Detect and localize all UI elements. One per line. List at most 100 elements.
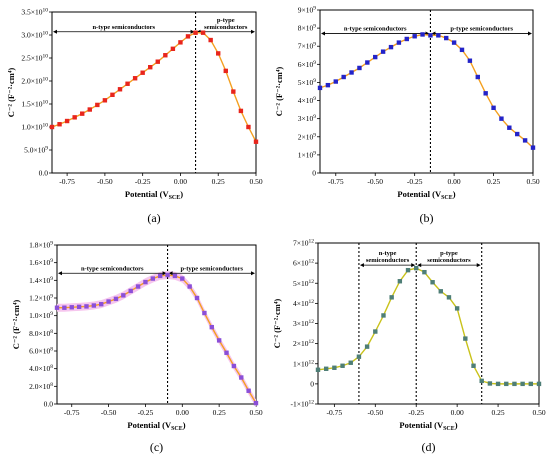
y-tick-mantissa: 6.0×10 xyxy=(29,347,50,356)
y-tick-exponent: 10 xyxy=(43,100,49,106)
y-tick-exponent: 9 xyxy=(313,24,316,30)
data-point xyxy=(515,131,520,137)
y-tick-label: 1.0×1010 xyxy=(21,123,48,132)
y-tick-exponent: 10 xyxy=(43,54,49,60)
data-point xyxy=(238,108,244,114)
series-line xyxy=(57,274,257,404)
y-tick-mantissa: 0.0 xyxy=(39,169,49,178)
x-tick-label: -0.25 xyxy=(408,408,424,417)
y-tick-mantissa: 2×10 xyxy=(298,132,314,141)
y-tick-mantissa: 6×10 xyxy=(293,259,309,268)
data-point xyxy=(422,269,427,275)
y-tick-label: 3.0×1010 xyxy=(21,31,48,40)
data-point xyxy=(495,381,501,387)
data-point xyxy=(57,122,62,127)
region-label: semiconductors xyxy=(366,257,410,264)
y-tick-exponent: 10 xyxy=(43,77,49,83)
data-point xyxy=(405,267,411,273)
data-point xyxy=(380,49,386,54)
data-point xyxy=(87,107,92,112)
data-point xyxy=(231,89,236,94)
x-axis-label-sub: SCE xyxy=(441,195,453,201)
data-point xyxy=(446,295,452,300)
region-label: p-type semiconductors xyxy=(450,26,513,33)
data-point xyxy=(483,91,488,96)
x-tick-label: -0.25 xyxy=(135,177,151,186)
chart-panel-c: -0.75 -0.50 -0.25 0.00 0.25 0.500.02.0×1084.0… xyxy=(11,241,263,433)
data-point xyxy=(528,381,534,387)
panel-label: (d) xyxy=(422,440,436,454)
y-tick-label: 2.0×108 xyxy=(29,382,53,391)
data-point xyxy=(202,310,207,316)
data-point xyxy=(364,344,370,349)
data-point xyxy=(536,381,542,387)
data-point xyxy=(140,70,145,75)
y-tick-label: 1×109 xyxy=(298,150,316,159)
data-point xyxy=(341,74,346,80)
chart-panel-d: -0.75 -0.50 -0.25 0.00 0.25 0.50-1×101201×101… xyxy=(272,239,546,433)
data-point xyxy=(454,306,460,311)
region-label: n-type semiconductors xyxy=(92,24,155,31)
series-line xyxy=(317,267,539,385)
y-tick-mantissa: 2×10 xyxy=(293,339,309,348)
y-tick-label: 8×109 xyxy=(298,24,316,33)
data-point xyxy=(135,284,141,289)
x-axis-label-sub: SCE xyxy=(169,195,181,201)
series-line xyxy=(319,33,534,149)
chart-panel-a: -0.75 -0.50 -0.25 0.00 0.25 0.50 0.0 5.0×109 1.0… xyxy=(6,8,263,202)
data-point xyxy=(246,124,251,130)
y-tick-mantissa: 5×10 xyxy=(293,279,309,288)
y-tick-label: 2.0×1010 xyxy=(21,77,48,86)
y-tick-exponent: 12 xyxy=(309,239,315,245)
region-arrow xyxy=(168,271,255,276)
data-point xyxy=(444,35,449,41)
data-point xyxy=(332,365,337,370)
data-point xyxy=(438,289,443,294)
data-point xyxy=(84,304,89,309)
x-axis-label: Potential (VSCE) xyxy=(127,420,185,432)
arrowhead-right xyxy=(251,271,255,276)
y-axis-label: C⁻² (F⁻²·cm⁴) xyxy=(6,68,16,118)
data-point xyxy=(404,36,409,42)
x-tick-label: 0.00 xyxy=(451,408,464,417)
data-point xyxy=(172,273,178,279)
data-point xyxy=(388,44,394,50)
data-point xyxy=(365,60,370,65)
panel-label: (b) xyxy=(420,211,434,225)
data-point xyxy=(373,54,378,60)
data-point xyxy=(253,400,259,406)
y-tick-mantissa: 8.0×10 xyxy=(29,329,50,338)
data-point xyxy=(80,111,85,116)
chart-panel-b: -0.75 -0.50 -0.25 0.00 0.25 0.5001×1092×1093×… xyxy=(274,6,540,202)
x-tick-label: 0.50 xyxy=(532,408,545,417)
x-tick-label: -0.50 xyxy=(97,177,113,186)
region-arrow xyxy=(58,271,167,276)
y-tick-label: 3×1012 xyxy=(293,319,314,328)
data-point xyxy=(106,299,111,304)
y-tick-label: 0.0 xyxy=(44,400,54,409)
arrowhead-right xyxy=(411,263,416,268)
data-point xyxy=(170,46,176,51)
plot-frame xyxy=(51,11,257,174)
y-tick-exponent: 9 xyxy=(313,132,316,138)
y-tick-label: 6×109 xyxy=(298,60,316,69)
x-axis-label-main: Potential (V xyxy=(399,420,444,430)
x-axis-label: Potential (VSCE) xyxy=(397,189,455,201)
y-tick-exponent: 9 xyxy=(45,146,48,152)
data-point xyxy=(333,79,338,84)
region-arrow xyxy=(431,31,532,36)
data-point xyxy=(522,138,528,143)
y-tick-label: 2×1012 xyxy=(293,339,314,348)
y-tick-mantissa: 5.0×10 xyxy=(24,146,45,155)
data-point xyxy=(72,115,77,120)
data-point xyxy=(193,30,198,35)
y-tick-mantissa: 6×10 xyxy=(298,60,314,69)
y-tick-mantissa: 8×10 xyxy=(298,24,314,33)
y-tick-exponent: 12 xyxy=(309,339,315,345)
confidence-band xyxy=(57,271,256,408)
y-tick-label: 0 xyxy=(312,169,316,178)
data-point xyxy=(69,305,74,310)
data-point xyxy=(475,74,480,80)
data-point xyxy=(239,375,244,380)
data-point xyxy=(349,70,354,75)
